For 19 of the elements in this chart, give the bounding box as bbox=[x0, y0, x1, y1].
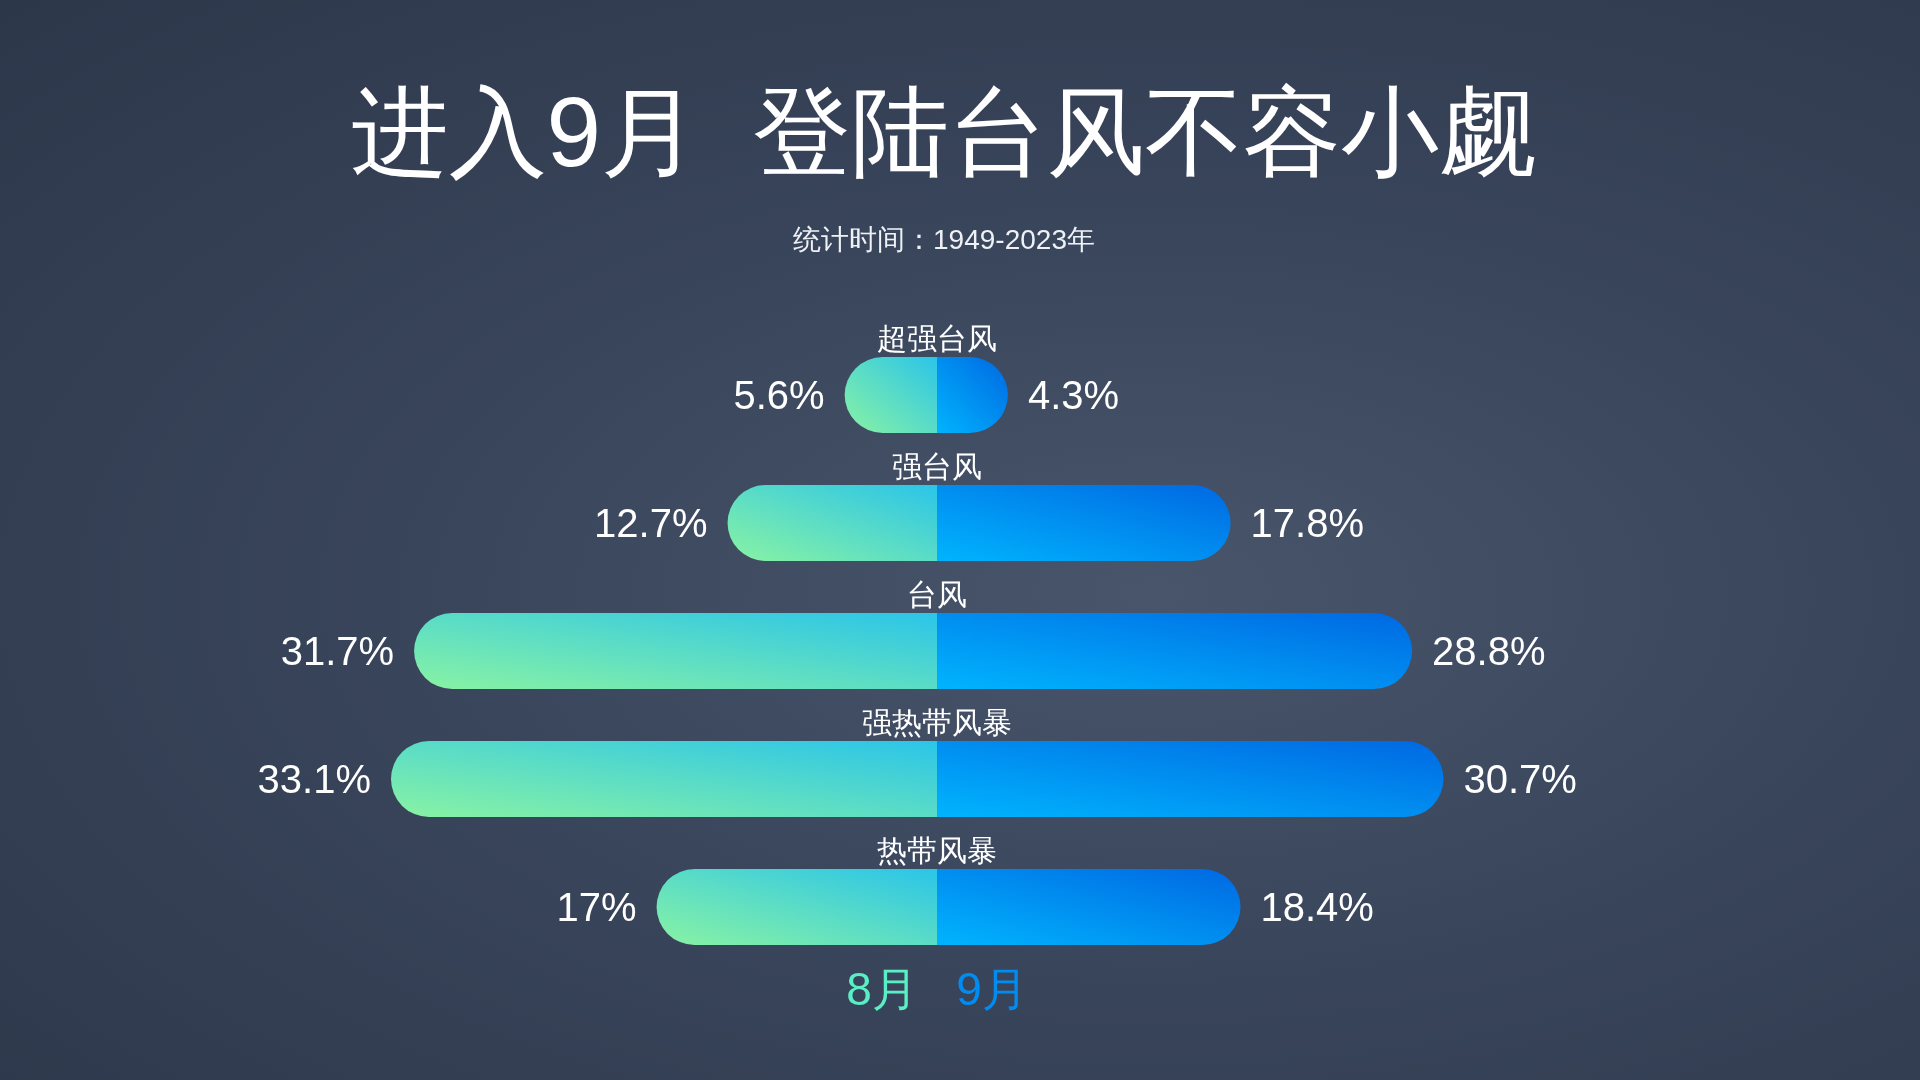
data-label: 17% bbox=[556, 885, 637, 930]
data-label: 12.7% bbox=[594, 501, 708, 546]
series-label: 9月 bbox=[956, 962, 1028, 1015]
data-label: 28.8% bbox=[1432, 629, 1546, 674]
chart-subtitle: 统计时间：1949-2023年 bbox=[793, 224, 1095, 255]
data-label: 17.8% bbox=[1250, 501, 1365, 546]
y-tick-label: 台风 bbox=[907, 577, 967, 611]
chart-title: 进入9月 登陆台风不容小觑 bbox=[350, 77, 1538, 187]
y-tick-label: 强热带风暴 bbox=[862, 705, 1012, 739]
data-label: 18.4% bbox=[1260, 885, 1374, 930]
data-label: 5.6% bbox=[733, 373, 825, 418]
data-label: 33.1% bbox=[257, 757, 371, 802]
y-tick-label: 超强台风 bbox=[877, 321, 997, 355]
data-label: 30.7% bbox=[1463, 757, 1577, 802]
y-tick-label: 热带风暴 bbox=[877, 833, 997, 867]
data-label: 31.7% bbox=[280, 629, 395, 674]
data-label: 4.3% bbox=[1027, 373, 1120, 418]
series-label: 8月 bbox=[846, 962, 918, 1015]
y-tick-label: 强台风 bbox=[892, 449, 982, 483]
